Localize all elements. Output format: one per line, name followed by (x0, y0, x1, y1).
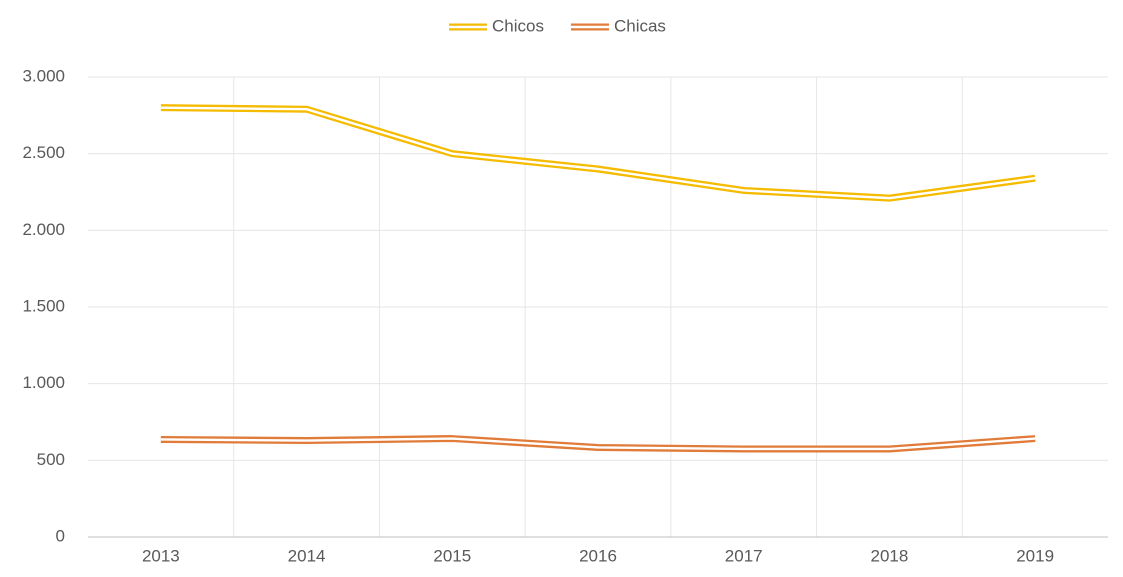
line (160, 104, 1036, 202)
y-tick-label: 3.000 (22, 66, 65, 85)
line-core (160, 106, 1036, 200)
line-core (160, 437, 1036, 451)
legend-label: Chicos (492, 16, 544, 35)
y-tick-label: 0 (56, 526, 65, 545)
y-tick-label: 2.500 (22, 143, 65, 162)
x-tick-label: 2017 (725, 546, 763, 565)
x-tick-label: 2013 (142, 546, 180, 565)
x-tick-label: 2019 (1016, 546, 1054, 565)
x-tick-label: 2015 (433, 546, 471, 565)
legend-label: Chicas (614, 16, 666, 35)
x-tick-label: 2014 (288, 546, 326, 565)
y-tick-label: 500 (37, 450, 65, 469)
x-tick-label: 2018 (871, 546, 909, 565)
y-tick-label: 1.500 (22, 296, 65, 315)
y-tick-label: 2.000 (22, 220, 65, 239)
x-tick-label: 2016 (579, 546, 617, 565)
y-tick-label: 1.000 (22, 373, 65, 392)
